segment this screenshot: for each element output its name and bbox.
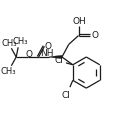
Text: CH₃: CH₃ [1,67,16,75]
Text: CH₃: CH₃ [2,39,17,47]
Polygon shape [49,56,62,59]
Text: O: O [92,31,99,40]
Text: OH: OH [73,17,86,26]
Text: Cl: Cl [62,91,70,100]
Text: Cl: Cl [55,56,64,65]
Text: CH₃: CH₃ [12,37,28,46]
Text: O: O [25,49,32,58]
Text: O: O [45,42,52,50]
Text: NH: NH [41,48,54,57]
